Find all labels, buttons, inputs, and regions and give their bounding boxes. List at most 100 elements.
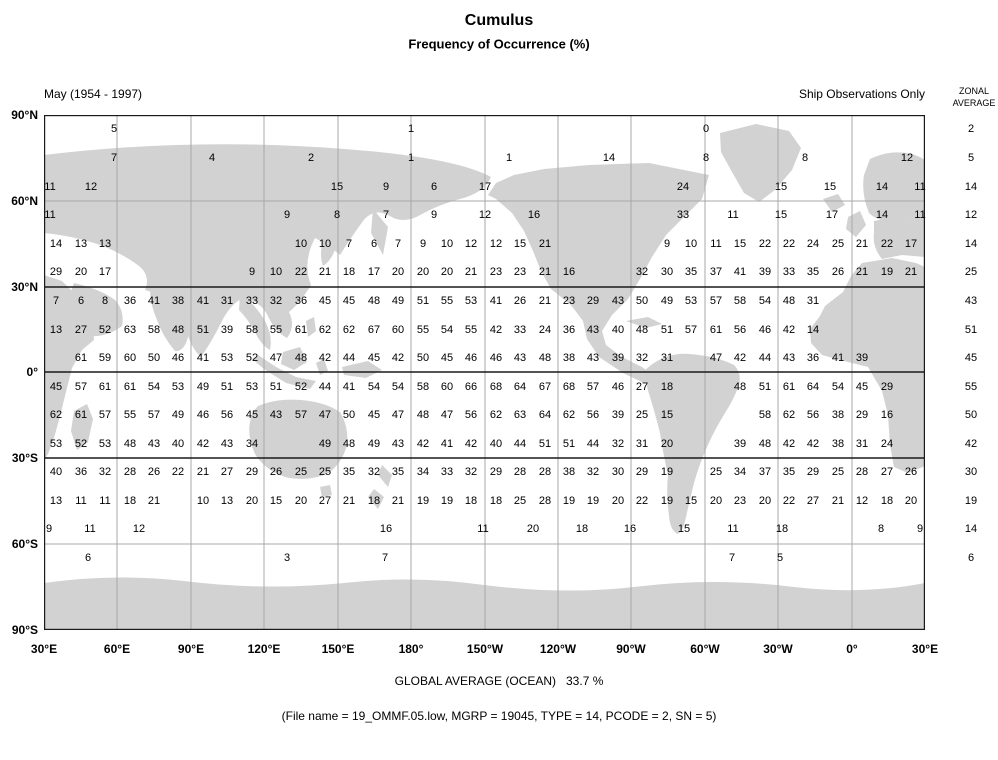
grid-value: 16 [562,266,576,278]
grid-value: 14 [875,181,889,193]
grid-value: 45 [367,409,381,421]
land-europe [873,217,925,259]
grid-value: 15 [677,523,691,535]
zonal-header-line2: AVERAGE [952,98,996,108]
y-axis-tick-label: 30°N [11,280,38,294]
grid-value: 51 [269,381,283,393]
grid-value: 22 [880,238,894,250]
grid-value: 22 [294,266,308,278]
grid-value: 67 [367,324,381,336]
grid-value: 35 [684,266,698,278]
grid-value: 48 [367,295,381,307]
grid-value: 12 [464,238,478,250]
grid-value: 25 [318,466,332,478]
grid-value: 50 [416,352,430,364]
grid-value: 49 [196,381,210,393]
grid-value: 27 [635,381,649,393]
grid-value: 20 [611,495,625,507]
grid-value: 42 [464,438,478,450]
grid-value: 29 [489,466,503,478]
grid-value: 9 [419,238,427,250]
grid-value: 2 [307,152,315,164]
grid-value: 5 [110,123,118,135]
grid-value: 61 [74,352,88,364]
grid-value: 62 [782,409,796,421]
grid-value: 42 [733,352,747,364]
grid-value: 14 [49,238,63,250]
land-madagascar [71,404,93,450]
grid-value: 21 [855,266,869,278]
grid-value: 8 [702,152,710,164]
zonal-average-value: 25 [964,266,978,278]
x-axis-tick-label: 30°E [911,642,939,656]
grid-value: 51 [416,295,430,307]
grid-value: 55 [269,324,283,336]
grid-value: 51 [196,324,210,336]
grid-value: 48 [171,324,185,336]
grid-value: 60 [440,381,454,393]
period-label: May (1954 - 1997) [44,87,143,101]
zonal-average-value: 19 [964,495,978,507]
grid-value: 52 [245,352,259,364]
grid-value: 61 [782,381,796,393]
grid-value: 34 [416,466,430,478]
grid-value: 7 [382,209,390,221]
grid-value: 3 [283,552,291,564]
grid-value: 61 [74,409,88,421]
grid-value: 21 [318,266,332,278]
grid-value: 9 [382,181,390,193]
grid-value: 18 [123,495,137,507]
land-africa-east [44,275,94,460]
grid-value: 48 [123,438,137,450]
grid-value: 18 [489,495,503,507]
grid-value: 17 [904,238,918,250]
grid-value: 14 [875,209,889,221]
grid-value: 58 [733,295,747,307]
grid-value: 17 [478,181,492,193]
grid-value: 16 [623,523,637,535]
grid-value: 43 [269,409,283,421]
grid-value: 35 [342,466,356,478]
land-australia [249,399,348,479]
grid-value: 11 [44,181,56,193]
grid-value: 57 [294,409,308,421]
grid-value: 19 [586,495,600,507]
land-greenland [720,124,801,202]
grid-value: 27 [74,324,88,336]
grid-value: 53 [220,352,234,364]
grid-value: 20 [440,266,454,278]
land-kamchatka [371,209,388,255]
grid-value: 33 [782,266,796,278]
grid-value: 17 [367,266,381,278]
x-axis-tick-label: 30°E [30,642,58,656]
map-border [44,115,925,630]
grid-value: 41 [196,352,210,364]
grid-value: 4 [208,152,216,164]
grid-value: 35 [391,466,405,478]
grid-value: 43 [513,352,527,364]
grid-value: 49 [171,409,185,421]
grid-value: 29 [635,466,649,478]
grid-value: 31 [855,438,869,450]
grid-value: 39 [220,324,234,336]
grid-value: 48 [635,324,649,336]
grid-value: 42 [391,352,405,364]
grid-value: 36 [562,324,576,336]
grid-value: 10 [318,238,332,250]
grid-value: 29 [245,466,259,478]
grid-value: 12 [478,209,492,221]
grid-value: 41 [440,438,454,450]
grid-value: 31 [806,295,820,307]
grid-value: 31 [635,438,649,450]
x-axis-tick-label: 150°W [466,642,504,656]
grid-value: 9 [430,209,438,221]
zonal-average-value: 6 [967,552,975,564]
x-axis-tick-label: 0° [846,642,858,656]
grid-value: 27 [880,466,894,478]
grid-value: 64 [806,381,820,393]
grid-value: 63 [123,324,137,336]
grid-value: 47 [391,409,405,421]
grid-value: 20 [245,495,259,507]
grid-value: 11 [84,523,96,535]
